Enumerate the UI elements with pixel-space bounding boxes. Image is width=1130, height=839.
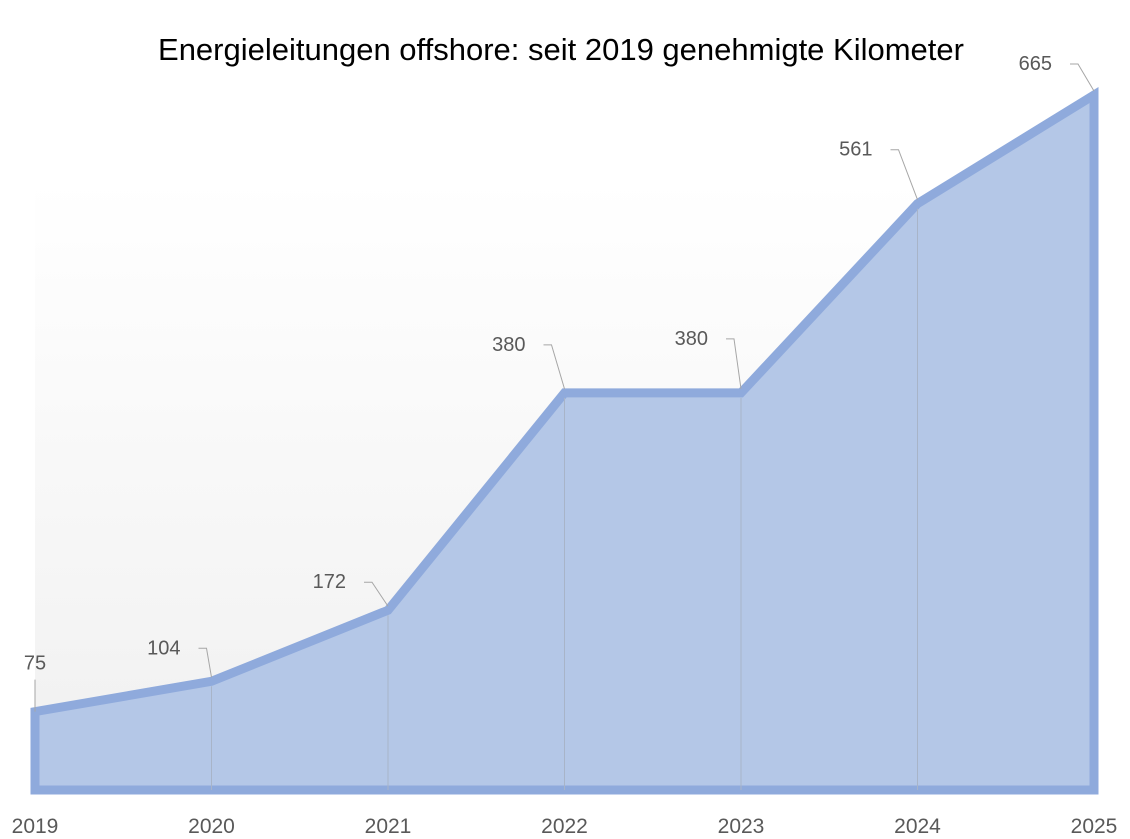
leader-line xyxy=(364,581,389,607)
data-label: 75 xyxy=(24,653,46,675)
x-tick-label: 2020 xyxy=(188,815,235,838)
x-tick-label: 2024 xyxy=(894,815,941,838)
data-label: 104 xyxy=(147,637,180,659)
chart-title: Energieleitungen offshore: seit 2019 gen… xyxy=(158,32,964,67)
leader-line xyxy=(543,344,565,389)
data-label: 561 xyxy=(839,139,872,161)
x-tick-label: 2022 xyxy=(541,815,588,838)
x-tick-label: 2021 xyxy=(365,815,412,838)
data-label: 665 xyxy=(1019,53,1052,75)
x-tick-label: 2025 xyxy=(1071,815,1118,838)
x-tick-label: 2019 xyxy=(12,815,59,838)
data-label: 172 xyxy=(313,571,346,593)
leader-line xyxy=(1070,63,1095,92)
x-tick-label: 2023 xyxy=(718,815,765,838)
data-label: 380 xyxy=(492,334,525,356)
leader-line xyxy=(890,149,918,200)
leader-line xyxy=(726,338,742,389)
leader-line xyxy=(198,647,212,678)
data-label: 380 xyxy=(675,328,708,350)
